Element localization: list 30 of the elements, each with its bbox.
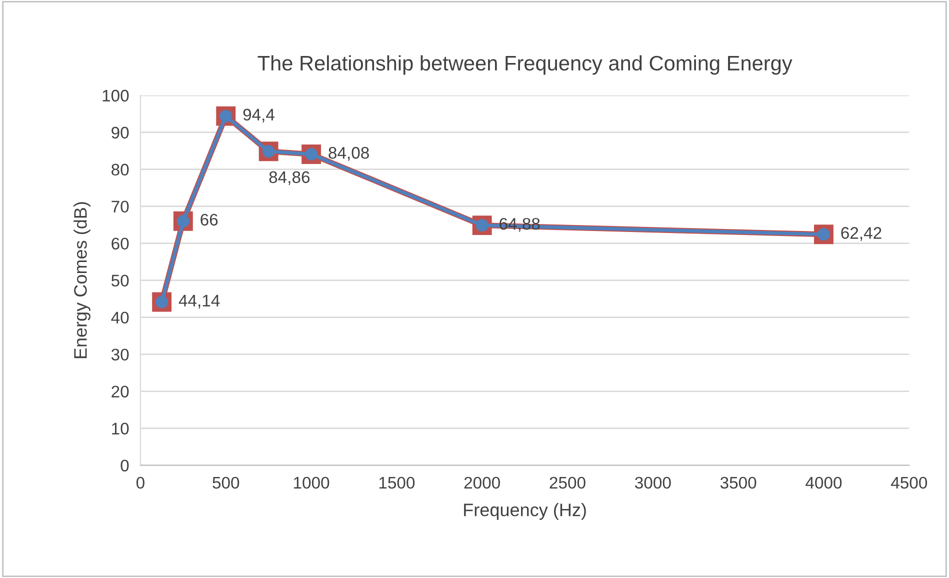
data-label: 62,42 [841,227,882,241]
data-label: 66 [200,214,218,226]
chart-title: The Relationship between Frequency and Coming Energy [258,55,792,75]
data-label: 44,14 [178,294,220,308]
y-tick-label: 20 [112,386,129,398]
x-tick-label: 1500 [379,476,415,489]
data-label: 84,08 [328,146,369,161]
data-label: 94,4 [243,108,274,123]
x-tick-label: 500 [212,476,240,489]
x-tick-label: 1000 [294,476,330,489]
x-tick-label: 3000 [635,476,671,489]
x-tick-label: 2000 [464,476,500,489]
y-tick-label: 10 [112,422,129,434]
y-tick-label: 70 [112,200,129,213]
y-tick-label: 90 [112,126,129,139]
x-tick-label: 4500 [890,476,928,489]
y-tick-label: 30 [111,348,129,361]
y-axis-title: Energy Comes (dB) [74,202,90,358]
y-tick-label: 80 [112,164,129,176]
y-tick-label: 50 [111,274,129,287]
y-tick-label: 60 [112,238,129,250]
y-tick-label: 40 [111,312,129,324]
x-tick-label: 0 [136,476,144,489]
x-tick-label: 3500 [720,476,756,489]
y-tick-label: 0 [120,460,129,472]
x-tick-label: 2500 [550,476,586,489]
data-label: 84,86 [269,171,310,186]
x-tick-label: 4000 [806,476,842,489]
y-tick-label: 100 [102,90,129,102]
x-axis-title: Frequency (Hz) [464,503,586,520]
